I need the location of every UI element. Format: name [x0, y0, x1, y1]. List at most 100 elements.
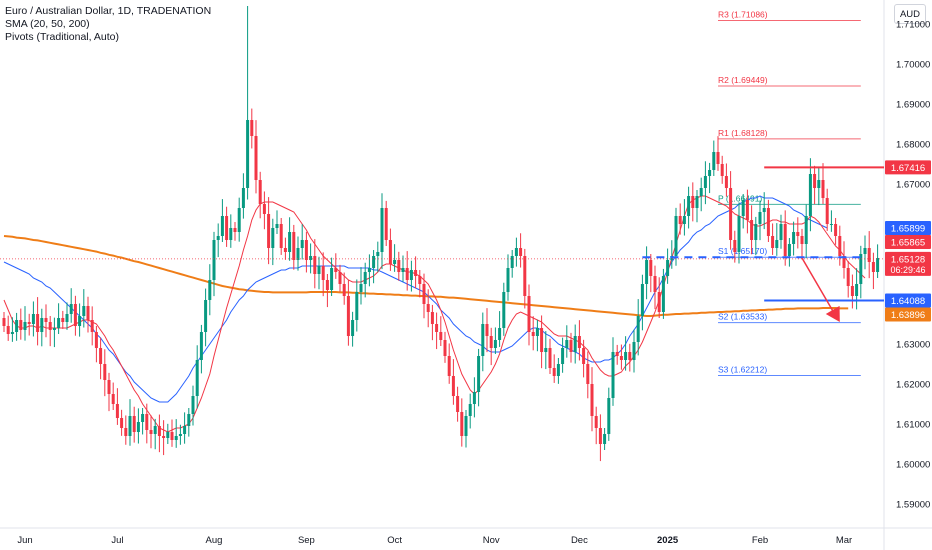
- candle-body: [661, 276, 665, 312]
- candle-body: [367, 268, 371, 272]
- sma-indicator-label[interactable]: SMA (20, 50, 200): [5, 18, 90, 30]
- price-label-badge: [885, 307, 931, 322]
- candle-body: [279, 224, 283, 248]
- price-label-text: 1.65865: [891, 238, 925, 249]
- candle-body: [800, 236, 804, 244]
- candle-body: [493, 340, 497, 348]
- candle-body: [834, 224, 838, 236]
- candle-body: [136, 422, 140, 432]
- candle-body: [195, 360, 199, 396]
- candle-body: [409, 270, 413, 280]
- pivots-indicator-label[interactable]: Pivots (Traditional, Auto): [5, 31, 119, 43]
- candle-body: [716, 152, 720, 164]
- candle-body: [430, 312, 434, 324]
- price-tick-label: 1.59000: [896, 500, 930, 511]
- candle-body: [687, 196, 691, 216]
- time-tick-label: Aug: [206, 535, 223, 546]
- candle-body: [384, 208, 388, 240]
- candle-body: [535, 328, 539, 336]
- candle-body: [460, 412, 464, 436]
- candle-body: [94, 332, 98, 348]
- candle-body: [624, 352, 628, 360]
- candle-body: [2, 318, 6, 326]
- price-label-badge: [885, 221, 931, 236]
- price-tick-label: 1.68000: [896, 140, 930, 151]
- candle-body: [258, 180, 262, 204]
- price-label-badge: [885, 293, 931, 308]
- candle-body: [779, 224, 783, 240]
- candle-body: [225, 216, 229, 240]
- candle-body: [678, 216, 682, 224]
- candle-body: [838, 236, 842, 256]
- candle-body: [792, 232, 796, 244]
- time-axis: Jun Jul Aug Sep Oct Nov Dec 2025 Feb Mar: [17, 535, 852, 546]
- candle-body: [334, 268, 338, 272]
- candle-body: [405, 268, 409, 280]
- candle-body: [27, 322, 31, 324]
- candle-body: [771, 236, 775, 248]
- candle-body: [73, 304, 77, 326]
- price-tick-label: 1.67000: [896, 180, 930, 191]
- candle-body: [69, 304, 73, 314]
- candle-body: [351, 320, 355, 336]
- candle-body: [166, 432, 170, 438]
- candle-body: [241, 188, 245, 208]
- candle-body: [435, 324, 439, 332]
- candle-body: [82, 306, 86, 316]
- candle-body: [682, 216, 686, 224]
- candle-body: [19, 320, 23, 330]
- candle-body: [447, 356, 451, 376]
- candle-body: [775, 240, 779, 248]
- price-tick-label: 1.70000: [896, 60, 930, 71]
- candle-body: [607, 398, 611, 434]
- candle-body: [44, 318, 48, 322]
- candle-body: [531, 332, 535, 336]
- candle-body: [237, 208, 241, 232]
- candle-body: [519, 248, 523, 256]
- candle-body: [729, 188, 733, 240]
- candle-body: [309, 256, 313, 260]
- pivot-label: S1 (1.65170): [718, 246, 767, 256]
- price-tick-label: 1.63000: [896, 340, 930, 351]
- candles: [2, 6, 880, 462]
- candle-body: [376, 252, 380, 256]
- candle-body: [724, 176, 728, 188]
- sma200-line: [3, 235, 849, 317]
- candle-body: [288, 232, 292, 252]
- countdown-text: 06:29:46: [890, 265, 925, 275]
- pivot-label: S2 (1.63533): [718, 312, 767, 322]
- horizontal-levels: [0, 166, 884, 302]
- candle-body: [649, 260, 653, 276]
- candle-body: [598, 428, 602, 444]
- time-tick-label: Feb: [752, 535, 768, 546]
- candle-body: [397, 260, 401, 272]
- price-label-text: 1.64088: [891, 296, 925, 307]
- price-label-badge: [885, 160, 931, 175]
- candle-body: [229, 228, 233, 240]
- candle-body: [720, 164, 724, 176]
- currency-button[interactable]: AUD: [894, 4, 926, 24]
- candle-body: [15, 320, 19, 332]
- price-tick-label: 1.62000: [896, 380, 930, 391]
- candle-body: [502, 292, 506, 328]
- candle-body: [754, 224, 758, 240]
- candle-body: [414, 270, 418, 276]
- candle-body: [292, 232, 296, 260]
- candle-body: [468, 404, 472, 416]
- symbol-title[interactable]: Euro / Australian Dollar, 1D, TRADENATIO…: [5, 5, 212, 17]
- candle-body: [594, 416, 598, 428]
- candle-body: [489, 336, 493, 348]
- candle-body: [426, 304, 430, 312]
- candle-body: [216, 236, 220, 240]
- candle-body: [313, 256, 317, 274]
- candle-body: [355, 292, 359, 320]
- candle-body: [254, 136, 258, 180]
- candle-body: [804, 216, 808, 244]
- candle-body: [548, 348, 552, 368]
- candle-body: [745, 200, 749, 220]
- candle-body: [338, 272, 342, 284]
- time-tick-label: Mar: [836, 535, 852, 546]
- candle-body: [472, 392, 476, 404]
